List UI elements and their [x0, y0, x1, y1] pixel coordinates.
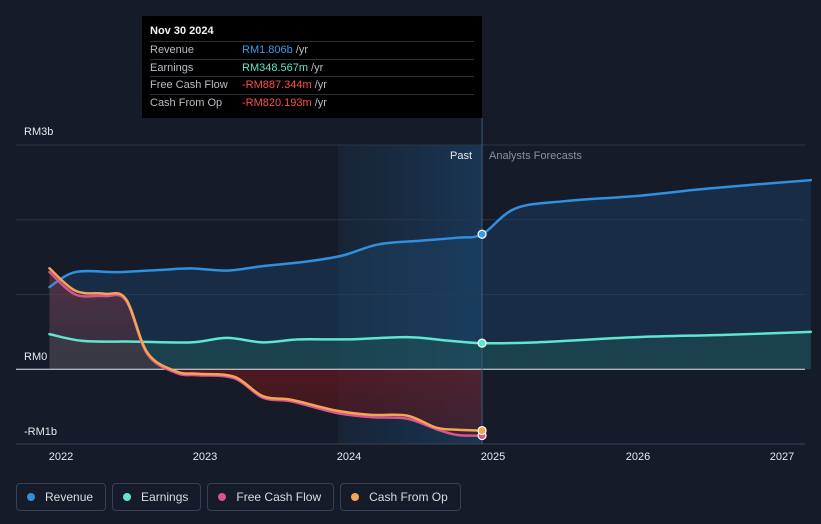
legend-label: Earnings: [141, 490, 189, 504]
legend-label: Cash From Op: [369, 490, 448, 504]
legend-label: Revenue: [45, 490, 94, 504]
revenue-area: [49, 180, 811, 370]
tooltip-unit: /yr: [311, 61, 324, 74]
y-tick-label-top: RM3b: [24, 126, 54, 138]
legend-label: Free Cash Flow: [236, 490, 322, 504]
tooltip-label: Earnings: [150, 61, 194, 74]
tooltip-value: RM348.567m: [242, 61, 309, 74]
cash-from-op-dot-icon: [351, 493, 360, 501]
forecast-label: Analysts Forecasts: [489, 150, 582, 162]
tooltip-date: Nov 30 2024: [150, 25, 214, 37]
x-tick-label: 2027: [769, 451, 795, 463]
earnings-marker: [477, 338, 487, 348]
y-tick-label-zero: RM0: [24, 351, 48, 363]
free-cash-flow-dot-icon: [218, 493, 227, 501]
tooltip-row-cash-from-op: Cash From Op -RM820.193m /yr: [150, 93, 474, 112]
revenue-marker: [477, 229, 487, 239]
y-tick-label-bottom: -RM1b: [24, 426, 58, 438]
tooltip-value: RM1.806b: [242, 44, 293, 57]
legend-item-cash-from-op[interactable]: Cash From Op: [340, 483, 461, 511]
x-tick-label: 2025: [480, 451, 506, 463]
tooltip-label: Cash From Op: [150, 96, 223, 109]
past-label: Past: [450, 150, 473, 162]
earnings-line: [48, 330, 813, 345]
tooltip-label: Revenue: [150, 44, 195, 57]
tooltip-unit: /yr: [314, 79, 327, 92]
tooltip-value: -RM887.344m: [242, 79, 312, 92]
x-tick-label: 2022: [48, 451, 74, 463]
tooltip-value: -RM820.193m: [242, 96, 312, 109]
earnings-dot-icon: [123, 493, 132, 501]
revenue-line: [48, 178, 813, 289]
cash-flow-area-negative: [49, 369, 483, 436]
x-tick-label: 2026: [625, 451, 651, 463]
tooltip-label: Free Cash Flow: [150, 79, 228, 92]
tooltip-row-earnings: Earnings RM348.567m /yr: [150, 58, 474, 77]
earnings-area: [49, 331, 811, 370]
chart-legend: Revenue Earnings Free Cash Flow Cash Fro…: [16, 483, 461, 511]
legend-item-free-cash-flow[interactable]: Free Cash Flow: [207, 483, 335, 511]
legend-item-revenue[interactable]: Revenue: [16, 483, 107, 511]
cash-from-op-line: [48, 267, 484, 432]
cash-flow-area-positive: [49, 272, 483, 370]
revenue-dot-icon: [27, 493, 35, 501]
data-tooltip: Nov 30 2024 Revenue RM1.806b /yr Earning…: [142, 16, 482, 118]
tooltip-unit: /yr: [314, 96, 327, 109]
tooltip-row-revenue: Revenue RM1.806b /yr: [150, 41, 474, 59]
x-tick-label: 2024: [336, 451, 362, 463]
tooltip-unit: /yr: [295, 44, 308, 57]
x-tick-label: 2023: [192, 451, 218, 463]
cash-from-op-marker: [477, 425, 487, 436]
tooltip-row-free-cash-flow: Free Cash Flow -RM887.344m /yr: [150, 76, 474, 94]
legend-item-earnings[interactable]: Earnings: [112, 483, 202, 511]
